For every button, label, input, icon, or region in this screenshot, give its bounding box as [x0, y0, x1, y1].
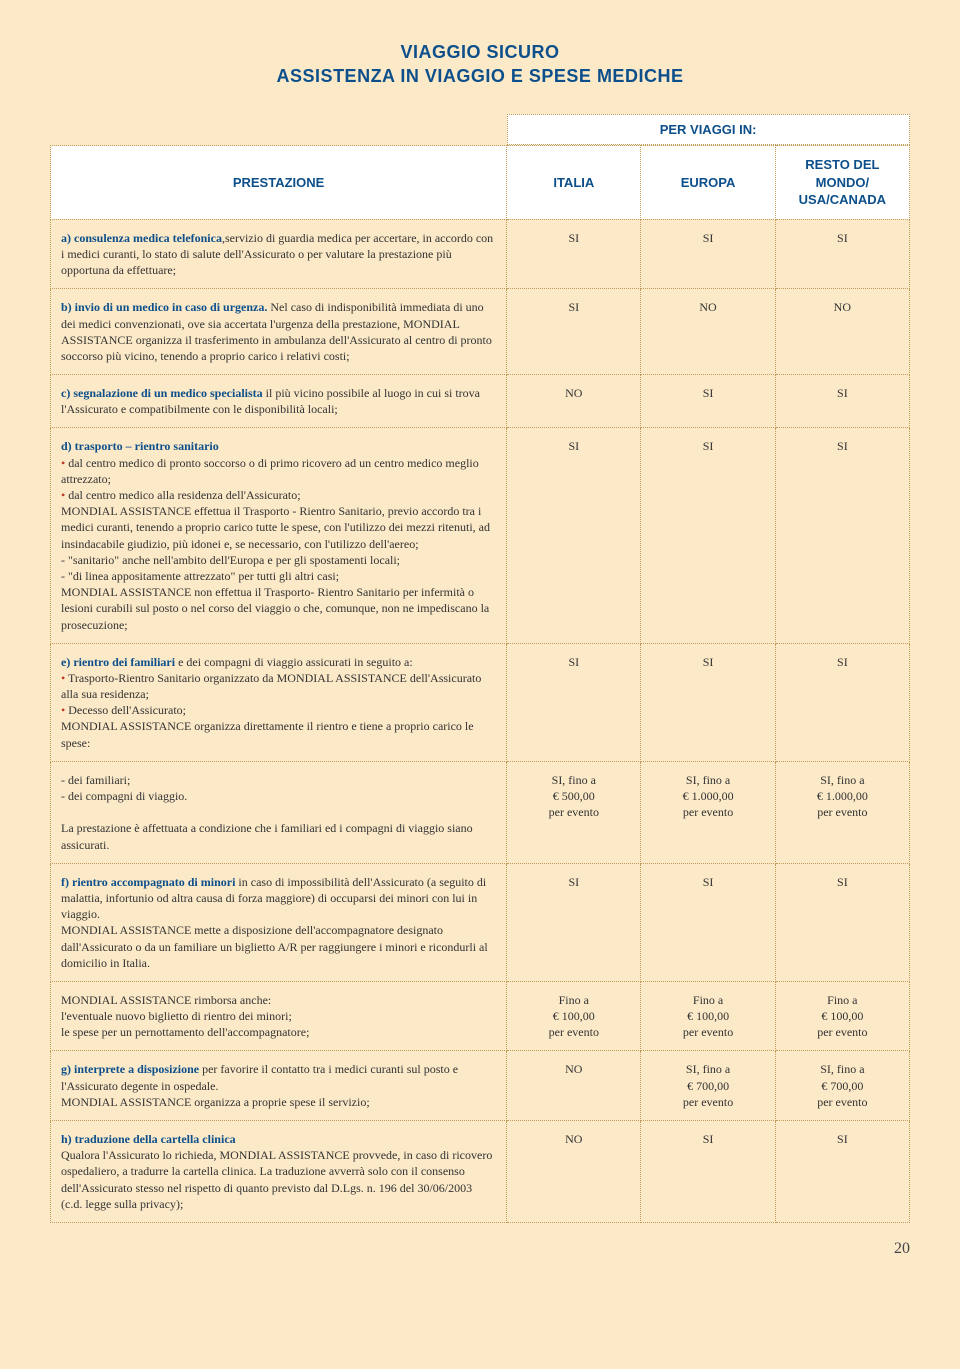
- cell-value: SI, fino a € 1.000,00 per evento: [641, 761, 775, 863]
- cell-value: SI: [641, 1121, 775, 1223]
- cell-description: - dei familiari;- dei compagni di viaggi…: [51, 761, 507, 863]
- col-header-europa: EUROPA: [641, 146, 775, 220]
- title-line-2: ASSISTENZA IN VIAGGIO E SPESE MEDICHE: [277, 66, 684, 86]
- table-row: MONDIAL ASSISTANCE rimborsa anche:l'even…: [51, 981, 910, 1051]
- cell-value: SI: [775, 428, 909, 643]
- cell-value: SI, fino a € 700,00 per evento: [775, 1051, 909, 1121]
- table-row: - dei familiari;- dei compagni di viaggi…: [51, 761, 910, 863]
- page-number: 20: [50, 1238, 910, 1260]
- cell-description: h) traduzione della cartella clinicaQual…: [51, 1121, 507, 1223]
- cell-value: SI: [775, 375, 909, 428]
- superheader-per-viaggi: PER VIAGGI IN:: [507, 114, 910, 146]
- table-row: c) segnalazione di un medico specialista…: [51, 375, 910, 428]
- cell-value: SI: [775, 643, 909, 761]
- cell-value: SI: [641, 643, 775, 761]
- cell-description: MONDIAL ASSISTANCE rimborsa anche:l'even…: [51, 981, 507, 1051]
- cell-value: SI: [641, 375, 775, 428]
- benefits-table: PER VIAGGI IN: PRESTAZIONE ITALIA EUROPA…: [50, 114, 910, 1223]
- cell-value: NO: [507, 1121, 641, 1223]
- table-row: h) traduzione della cartella clinicaQual…: [51, 1121, 910, 1223]
- cell-value: SI: [507, 219, 641, 289]
- table-row: f) rientro accompagnato di minori in cas…: [51, 863, 910, 981]
- col-header-italia: ITALIA: [507, 146, 641, 220]
- cell-value: NO: [507, 375, 641, 428]
- cell-value: SI: [507, 643, 641, 761]
- cell-value: SI: [507, 289, 641, 375]
- col-header-prestazione: PRESTAZIONE: [51, 146, 507, 220]
- cell-description: e) rientro dei familiari e dei compagni …: [51, 643, 507, 761]
- cell-description: g) interprete a disposizione per favorir…: [51, 1051, 507, 1121]
- cell-value: SI: [641, 219, 775, 289]
- cell-value: SI: [507, 428, 641, 643]
- cell-value: SI: [507, 863, 641, 981]
- col-header-resto: RESTO DEL MONDO/ USA/CANADA: [775, 146, 909, 220]
- cell-description: d) trasporto – rientro sanitario• dal ce…: [51, 428, 507, 643]
- cell-value: NO: [507, 1051, 641, 1121]
- cell-value: SI, fino a € 1.000,00 per evento: [775, 761, 909, 863]
- cell-value: SI: [775, 219, 909, 289]
- cell-description: f) rientro accompagnato di minori in cas…: [51, 863, 507, 981]
- cell-value: SI: [775, 863, 909, 981]
- cell-value: Fino a € 100,00 per evento: [507, 981, 641, 1051]
- cell-description: b) invio di un medico in caso di urgenza…: [51, 289, 507, 375]
- cell-value: NO: [641, 289, 775, 375]
- table-row: e) rientro dei familiari e dei compagni …: [51, 643, 910, 761]
- cell-value: SI, fino a € 700,00 per evento: [641, 1051, 775, 1121]
- cell-value: SI: [775, 1121, 909, 1223]
- cell-value: SI, fino a € 500,00 per evento: [507, 761, 641, 863]
- cell-value: NO: [775, 289, 909, 375]
- title-line-1: VIAGGIO SICURO: [400, 42, 559, 62]
- table-row: b) invio di un medico in caso di urgenza…: [51, 289, 910, 375]
- table-row: a) consulenza medica telefonica,servizio…: [51, 219, 910, 289]
- cell-value: SI: [641, 428, 775, 643]
- cell-value: Fino a € 100,00 per evento: [775, 981, 909, 1051]
- table-body: a) consulenza medica telefonica,servizio…: [51, 219, 910, 1222]
- table-row: g) interprete a disposizione per favorir…: [51, 1051, 910, 1121]
- cell-description: a) consulenza medica telefonica,servizio…: [51, 219, 507, 289]
- table-row: d) trasporto – rientro sanitario• dal ce…: [51, 428, 910, 643]
- page-title: VIAGGIO SICURO ASSISTENZA IN VIAGGIO E S…: [50, 40, 910, 89]
- cell-value: SI: [641, 863, 775, 981]
- cell-description: c) segnalazione di un medico specialista…: [51, 375, 507, 428]
- cell-value: Fino a € 100,00 per evento: [641, 981, 775, 1051]
